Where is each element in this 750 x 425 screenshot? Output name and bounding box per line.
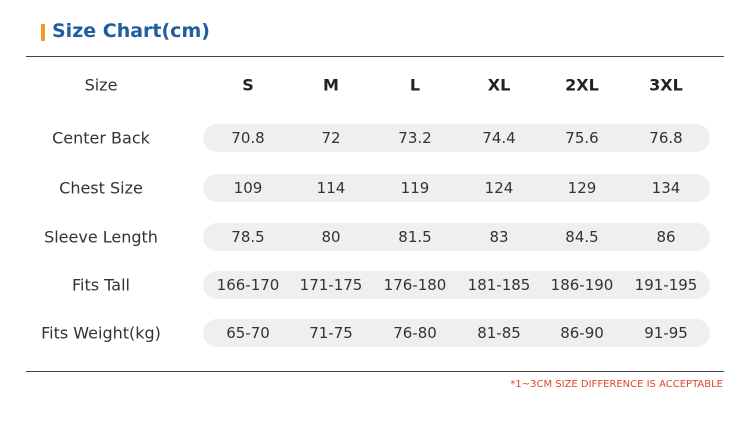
footnote: *1~3CM SIZE DIFFERENCE IS ACCEPTABLE: [510, 379, 723, 390]
cell: 171-175: [299, 276, 363, 294]
divider: [26, 56, 724, 57]
row-background: [203, 174, 710, 202]
cell: 176-180: [383, 276, 447, 294]
cell: 191-195: [634, 276, 698, 294]
cell: 76.8: [649, 129, 683, 147]
column-header: M: [323, 75, 339, 95]
cell: 73.2: [398, 129, 432, 147]
column-header: L: [409, 75, 421, 95]
cell: 114: [316, 179, 346, 197]
cell: 65-70: [226, 324, 270, 342]
cell: 91-95: [644, 324, 688, 342]
cell: 84.5: [565, 228, 599, 246]
cell: 129: [567, 179, 597, 197]
cell: 186-190: [550, 276, 614, 294]
cell: 109: [233, 179, 263, 197]
divider: [26, 371, 724, 372]
cell: 81.5: [398, 228, 432, 246]
cell: 78.5: [231, 228, 265, 246]
cell: 124: [484, 179, 514, 197]
row-label: Fits Weight(kg): [41, 323, 161, 343]
cell: 81-85: [477, 324, 521, 342]
cell: 86: [656, 228, 676, 246]
column-header: Size: [84, 75, 118, 95]
cell: 71-75: [309, 324, 353, 342]
column-header: 3XL: [649, 75, 683, 95]
cell: 134: [651, 179, 681, 197]
column-header: XL: [487, 75, 511, 95]
cell: 72: [321, 129, 341, 147]
row-background: [203, 271, 710, 299]
cell: 76-80: [393, 324, 437, 342]
cell: 166-170: [216, 276, 280, 294]
row-background: [203, 124, 710, 152]
row-label: Sleeve Length: [44, 227, 158, 247]
cell: 70.8: [231, 129, 265, 147]
cell: 80: [321, 228, 341, 246]
cell: 119: [400, 179, 430, 197]
row-background: [203, 319, 710, 347]
title: Size Chart(cm): [52, 20, 210, 42]
title-accent: [41, 24, 45, 41]
cell: 83: [489, 228, 509, 246]
cell: 181-185: [467, 276, 531, 294]
column-header: S: [242, 75, 254, 95]
row-label: Chest Size: [59, 178, 143, 198]
row-background: [203, 223, 710, 251]
cell: 74.4: [482, 129, 516, 147]
row-label: Center Back: [52, 128, 150, 148]
cell: 86-90: [560, 324, 604, 342]
row-label: Fits Tall: [72, 275, 130, 295]
column-header: 2XL: [565, 75, 599, 95]
cell: 75.6: [565, 129, 599, 147]
